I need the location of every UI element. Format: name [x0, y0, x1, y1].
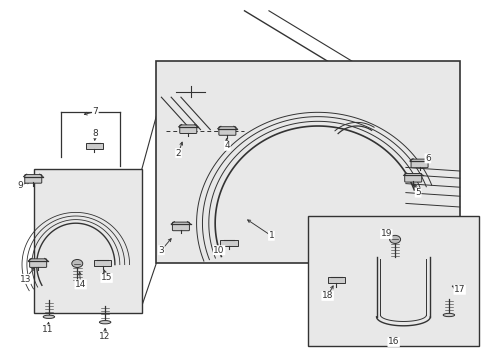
- Text: 12: 12: [99, 332, 111, 341]
- Circle shape: [72, 260, 82, 267]
- FancyBboxPatch shape: [180, 125, 196, 134]
- Bar: [85, 143, 103, 149]
- Text: 13: 13: [20, 274, 31, 284]
- Bar: [220, 240, 237, 246]
- Text: 2: 2: [175, 149, 181, 158]
- Circle shape: [389, 235, 400, 243]
- FancyBboxPatch shape: [410, 159, 427, 168]
- Text: 11: 11: [42, 325, 54, 334]
- Text: 10: 10: [213, 246, 224, 255]
- Text: 17: 17: [453, 285, 465, 294]
- Ellipse shape: [442, 313, 454, 317]
- FancyBboxPatch shape: [219, 127, 235, 135]
- Bar: [34, 169, 142, 313]
- Text: 1: 1: [268, 231, 274, 240]
- FancyBboxPatch shape: [25, 175, 41, 183]
- FancyBboxPatch shape: [172, 222, 189, 231]
- Bar: [156, 61, 459, 263]
- Text: 14: 14: [75, 280, 86, 289]
- Text: 4: 4: [224, 141, 230, 150]
- Text: 8: 8: [92, 129, 98, 138]
- Text: 19: 19: [380, 230, 391, 239]
- Text: 5: 5: [414, 188, 420, 197]
- Text: 16: 16: [387, 338, 399, 346]
- Bar: [327, 277, 345, 283]
- FancyBboxPatch shape: [30, 259, 46, 267]
- Text: 6: 6: [424, 154, 430, 163]
- Ellipse shape: [43, 315, 55, 319]
- Text: 9: 9: [18, 181, 23, 190]
- Text: 7: 7: [92, 107, 98, 116]
- FancyBboxPatch shape: [404, 174, 421, 182]
- Bar: [94, 260, 111, 266]
- Text: 3: 3: [158, 246, 164, 255]
- Text: 15: 15: [101, 274, 112, 282]
- Bar: [307, 216, 478, 346]
- Text: 18: 18: [321, 292, 333, 300]
- Ellipse shape: [99, 320, 111, 324]
